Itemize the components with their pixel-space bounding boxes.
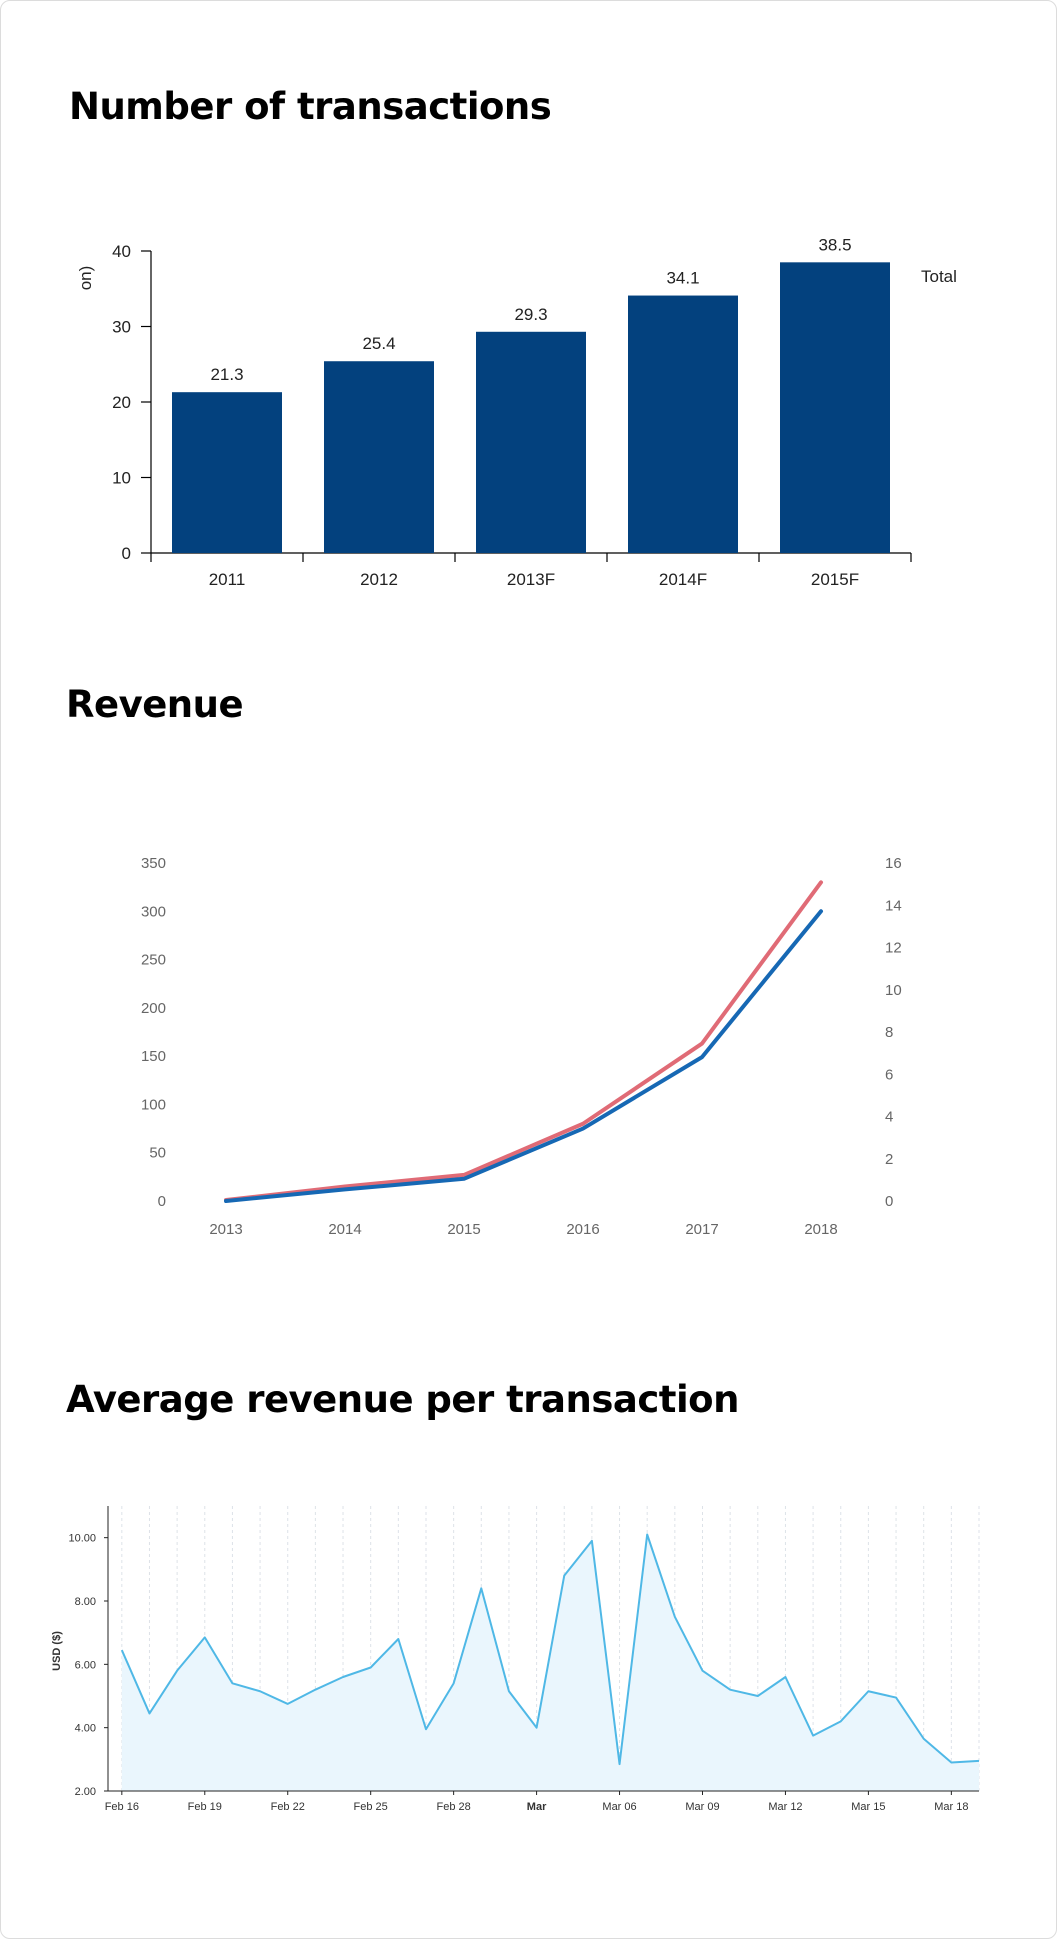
x-tick-label: Mar 15	[851, 1801, 885, 1813]
x-tick-label: 2014F	[659, 570, 707, 589]
left-y-tick-label: 150	[141, 1048, 166, 1065]
y-tick-label: 2.00	[75, 1786, 96, 1798]
x-tick-label: 2013F	[507, 570, 555, 589]
bar-value-label: 29.3	[514, 305, 547, 324]
x-tick-label: Feb 28	[437, 1801, 471, 1813]
x-tick-label: Mar	[527, 1801, 547, 1813]
y-tick-label: 0	[122, 544, 131, 563]
y-tick-label: 40	[112, 242, 131, 261]
y-tick-label: 20	[112, 393, 131, 412]
revenue-title: Revenue	[66, 683, 244, 726]
left-y-tick-label: 200	[141, 1000, 166, 1017]
right-y-tick-label: 14	[885, 897, 902, 914]
transactions-bar-chart: 0 10 20 30 40 21.3 2011 25.4 2012 29.3 2013F 34.1 20…	[76, 235, 957, 589]
x-tick-label: 2014	[328, 1221, 361, 1238]
x-tick-label: Mar 12	[768, 1801, 802, 1813]
left-y-tick-label: 350	[141, 855, 166, 872]
left-y-tick-label: 250	[141, 952, 166, 969]
left-y-tick-label: 300	[141, 903, 166, 920]
bar	[780, 262, 890, 553]
right-y-tick-label: 0	[885, 1193, 893, 1210]
bar	[172, 392, 282, 553]
y-tick-label: 10.00	[68, 1533, 96, 1545]
y-tick-label: 10	[112, 469, 131, 488]
x-tick-label: 2012	[360, 570, 398, 589]
x-tick-label: Feb 22	[271, 1801, 305, 1813]
x-tick-label: 2011	[209, 570, 246, 589]
y-tick-label: 30	[112, 318, 131, 337]
revenue-line-chart: 0 50 100 150 200 250 300 350 0 2 4 6 8 10 12 14 16 2013 20…	[141, 855, 902, 1238]
left-y-tick-label: 50	[149, 1145, 166, 1162]
x-tick-label: 2016	[566, 1221, 599, 1238]
x-tick-label: 2018	[804, 1221, 837, 1238]
bar-value-label: 34.1	[666, 269, 699, 288]
legend-total: Total	[921, 267, 957, 286]
bar-value-label: 38.5	[818, 235, 851, 254]
right-y-tick-label: 8	[885, 1024, 893, 1041]
arpt-area-chart: 2.00 4.00 6.00 8.00 10.00 Feb 16 Feb 19 Feb 22 F…	[51, 1506, 980, 1813]
x-tick-label: Feb 19	[188, 1801, 222, 1813]
right-y-tick-label: 10	[885, 982, 902, 999]
x-tick-label: Mar 06	[602, 1801, 636, 1813]
x-tick-label: Feb 25	[354, 1801, 388, 1813]
bar	[628, 295, 738, 553]
x-tick-label: Mar 18	[934, 1801, 968, 1813]
left-y-tick-label: 0	[158, 1193, 166, 1210]
series-line	[120, 1533, 980, 1766]
right-y-tick-label: 12	[885, 940, 902, 957]
x-tick-label: 2017	[685, 1221, 718, 1238]
x-tick-label: 2013	[209, 1221, 242, 1238]
x-tick-label: Feb 16	[105, 1801, 139, 1813]
bar-value-label: 25.4	[362, 334, 395, 353]
area-fill	[121, 1534, 980, 1791]
series-line-1	[224, 909, 823, 1203]
y-tick-label: 6.00	[75, 1659, 96, 1671]
right-y-tick-label: 4	[885, 1109, 893, 1126]
arpt-title: Average revenue per transaction	[66, 1378, 739, 1421]
bar	[324, 361, 434, 553]
bar-value-label: 21.3	[210, 365, 243, 384]
x-tick-label: 2015	[447, 1221, 480, 1238]
transactions-title: Number of transactions	[69, 85, 552, 128]
right-y-tick-label: 6	[885, 1066, 893, 1083]
left-y-tick-label: 100	[141, 1096, 166, 1113]
y-tick-label: 4.00	[75, 1723, 96, 1735]
x-tick-label: 2015F	[811, 570, 859, 589]
y-axis-label: on)	[76, 266, 95, 291]
series-line-0	[224, 880, 823, 1203]
right-y-tick-label: 16	[885, 855, 902, 872]
x-tick-label: Mar 09	[685, 1801, 719, 1813]
bar	[476, 331, 586, 553]
y-tick-label: 8.00	[75, 1596, 96, 1608]
y-axis-label: USD ($)	[51, 1631, 63, 1671]
right-y-tick-label: 2	[885, 1151, 893, 1168]
